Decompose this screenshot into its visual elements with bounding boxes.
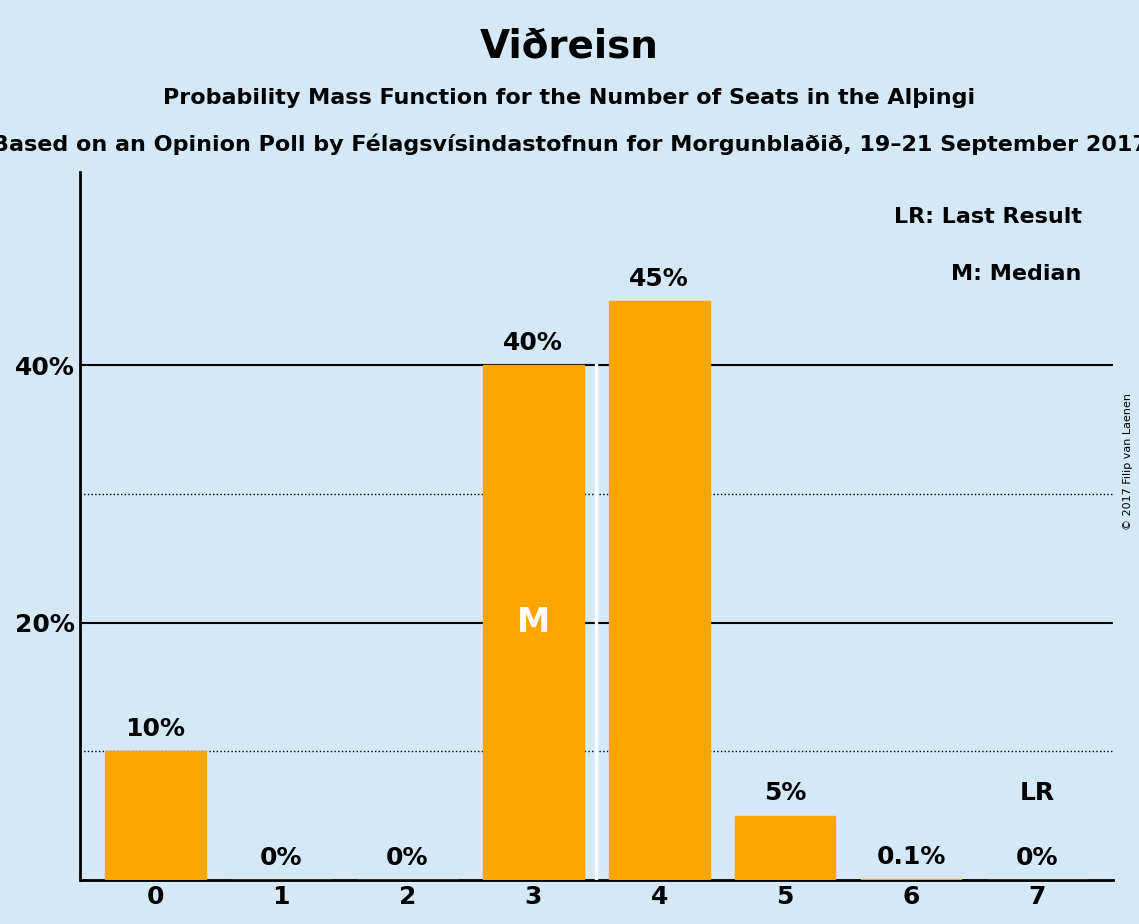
Text: 10%: 10% [125, 717, 186, 741]
Bar [483, 365, 583, 881]
Bar [735, 816, 836, 881]
Text: 0%: 0% [386, 845, 428, 869]
Bar [861, 879, 961, 881]
Text: M: M [517, 606, 550, 639]
Text: 0.1%: 0.1% [876, 845, 945, 869]
Text: Viðreisn: Viðreisn [480, 28, 659, 66]
Text: 0%: 0% [260, 845, 303, 869]
Text: 5%: 5% [764, 782, 806, 806]
Bar [105, 751, 206, 881]
Text: 45%: 45% [629, 266, 689, 290]
Text: 40%: 40% [503, 331, 563, 355]
Text: LR: LR [1019, 782, 1055, 806]
Text: © 2017 Filip van Laenen: © 2017 Filip van Laenen [1123, 394, 1133, 530]
Text: M: Median: M: Median [951, 264, 1082, 284]
Text: 0%: 0% [1016, 845, 1058, 869]
Text: Probability Mass Function for the Number of Seats in the Alþingi: Probability Mass Function for the Number… [163, 88, 976, 108]
Text: Based on an Opinion Poll by Félagsvísindastofnun for Morgunblaðið, 19–21 Septemb: Based on an Opinion Poll by Félagsvísind… [0, 134, 1139, 155]
Text: LR: Last Result: LR: Last Result [894, 208, 1082, 227]
Bar [608, 301, 710, 881]
